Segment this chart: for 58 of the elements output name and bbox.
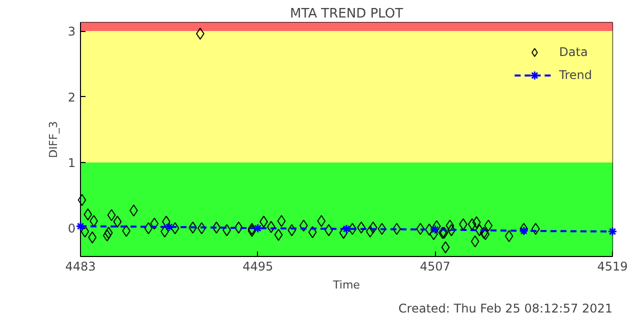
point <box>348 222 357 235</box>
point <box>80 226 90 238</box>
point <box>299 220 308 232</box>
point <box>378 222 386 235</box>
point <box>531 222 540 235</box>
point <box>484 220 493 232</box>
point <box>317 215 326 228</box>
legend-label: Data <box>559 45 588 59</box>
point <box>519 226 529 236</box>
point <box>339 226 348 239</box>
point <box>107 209 116 222</box>
point <box>150 218 159 230</box>
x-axis-title: Time <box>332 278 360 292</box>
point <box>248 224 256 237</box>
x-tick-label: 4519 <box>597 260 628 274</box>
point <box>76 222 86 232</box>
point <box>144 222 153 234</box>
point <box>441 241 450 254</box>
point <box>104 226 113 239</box>
point <box>212 222 221 234</box>
point <box>84 208 92 220</box>
point <box>342 224 352 234</box>
point <box>472 216 481 228</box>
point <box>416 222 425 235</box>
y-tick-label: 2 <box>68 90 76 104</box>
point <box>366 226 374 238</box>
point <box>368 222 378 234</box>
point <box>308 226 317 238</box>
x-tick-label: 4483 <box>65 260 96 274</box>
point <box>446 220 454 232</box>
point <box>266 220 276 233</box>
point <box>170 222 180 234</box>
point <box>253 223 263 233</box>
chart-title: MTA TREND PLOT <box>290 6 404 22</box>
text: Created: Thu Feb 25 08:12:57 2021 <box>398 302 613 316</box>
legend-label: Trend <box>559 68 592 82</box>
point <box>447 224 456 236</box>
point <box>113 216 122 228</box>
x-tick-label: 4507 <box>420 260 450 274</box>
point <box>468 218 476 230</box>
point <box>475 224 484 236</box>
point <box>504 230 514 242</box>
y-axis-title: DIFF_3 <box>46 121 60 158</box>
point <box>470 235 480 248</box>
point <box>274 228 283 241</box>
point <box>432 220 441 232</box>
y-tick-label: 0 <box>68 222 76 236</box>
point <box>248 222 256 235</box>
y-tick-label: 1 <box>68 156 76 170</box>
y-tick-label: 3 <box>68 24 76 39</box>
point <box>102 229 112 242</box>
point <box>430 224 440 234</box>
point <box>277 215 286 228</box>
point <box>78 194 86 206</box>
point <box>234 222 243 234</box>
point <box>608 226 618 236</box>
point <box>164 222 174 232</box>
x-tick-label: 4495 <box>242 260 274 274</box>
